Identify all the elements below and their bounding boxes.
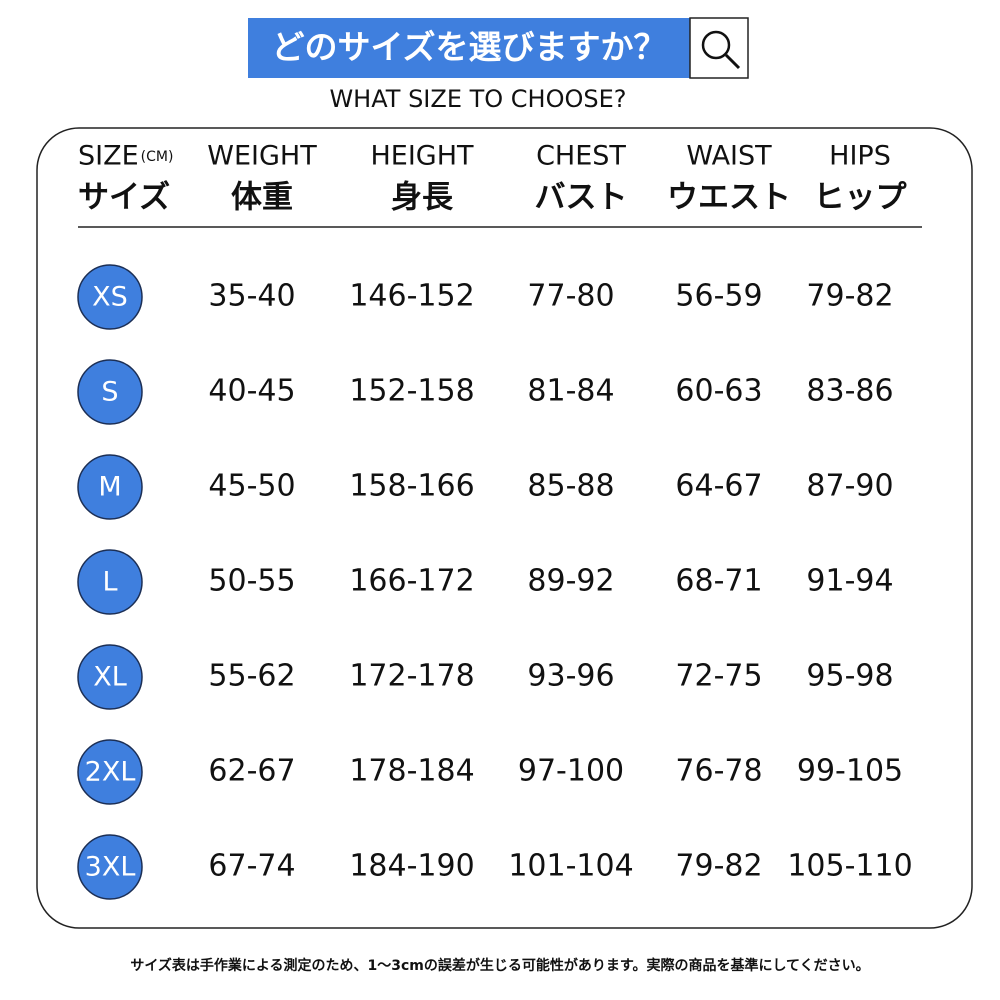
size-label: M xyxy=(98,472,121,503)
size-badge xyxy=(77,264,143,330)
cell: 56-59 xyxy=(675,279,762,314)
cell: 77-80 xyxy=(527,279,614,314)
column-header: WEIGHT xyxy=(207,141,317,172)
cell: 79-82 xyxy=(675,849,762,884)
cell: 79-82 xyxy=(806,279,893,314)
size-label: S xyxy=(101,377,118,408)
column-header: SIZE xyxy=(78,141,139,172)
column-header-jp: ウエスト xyxy=(667,180,791,216)
cell: 45-50 xyxy=(208,469,295,504)
size-label: XL xyxy=(93,662,127,693)
subtitle: WHAT SIZE TO CHOOSE? xyxy=(329,85,626,113)
cell: 89-92 xyxy=(527,564,614,599)
size-label: L xyxy=(102,567,117,598)
cell: 68-71 xyxy=(675,564,762,599)
title-box xyxy=(248,18,690,78)
column-header-jp: 身長 xyxy=(391,180,454,216)
size-label: 3XL xyxy=(85,852,136,883)
size-badge xyxy=(77,549,143,615)
size-badge xyxy=(77,644,143,710)
column-header: HIPS xyxy=(829,141,891,172)
cell: 99-105 xyxy=(797,754,903,789)
size-badge xyxy=(77,454,143,520)
cell: 85-88 xyxy=(527,469,614,504)
search-box xyxy=(689,17,749,79)
cell: 91-94 xyxy=(806,564,893,599)
cell: 172-178 xyxy=(349,659,474,694)
column-header-jp: バスト xyxy=(535,180,628,216)
size-badge xyxy=(77,359,143,425)
cell: 50-55 xyxy=(208,564,295,599)
cell: 62-67 xyxy=(208,754,295,789)
cell: 95-98 xyxy=(806,659,893,694)
cell: 146-152 xyxy=(349,279,474,314)
column-unit: (CM) xyxy=(141,149,174,165)
cell: 87-90 xyxy=(806,469,893,504)
cell: 67-74 xyxy=(208,849,295,884)
search-icon xyxy=(701,30,731,60)
column-header: WAIST xyxy=(686,141,772,172)
cell: 158-166 xyxy=(349,469,474,504)
cell: 55-62 xyxy=(208,659,295,694)
column-header-jp: ヒップ xyxy=(814,180,908,216)
cell: 166-172 xyxy=(349,564,474,599)
size-label: 2XL xyxy=(85,757,136,788)
cell: 93-96 xyxy=(527,659,614,694)
cell: 83-86 xyxy=(806,374,893,409)
column-header: CHEST xyxy=(536,141,626,172)
size-badge xyxy=(77,739,143,805)
cell: 81-84 xyxy=(527,374,614,409)
cell: 178-184 xyxy=(349,754,474,789)
cell: 40-45 xyxy=(208,374,295,409)
cell: 60-63 xyxy=(675,374,762,409)
size-label: XS xyxy=(92,282,128,313)
cell: 105-110 xyxy=(787,849,912,884)
size-badge xyxy=(77,834,143,900)
cell: 76-78 xyxy=(675,754,762,789)
cell: 101-104 xyxy=(508,849,633,884)
column-header-jp: 体重 xyxy=(231,180,293,216)
table-frame xyxy=(36,127,973,929)
cell: 97-100 xyxy=(518,754,624,789)
footnote: サイズ表は手作業による測定のため、1～3cmの誤差が生じる可能性があります。実際… xyxy=(130,957,869,974)
column-header-jp: サイズ xyxy=(78,180,170,216)
search-icon-handle xyxy=(724,53,741,70)
cell: 64-67 xyxy=(675,469,762,504)
column-header: HEIGHT xyxy=(370,141,474,172)
cell: 72-75 xyxy=(675,659,762,694)
title: どのサイズを選びますか？ xyxy=(271,28,666,67)
cell: 184-190 xyxy=(349,849,474,884)
cell: 35-40 xyxy=(208,279,295,314)
cell: 152-158 xyxy=(349,374,474,409)
